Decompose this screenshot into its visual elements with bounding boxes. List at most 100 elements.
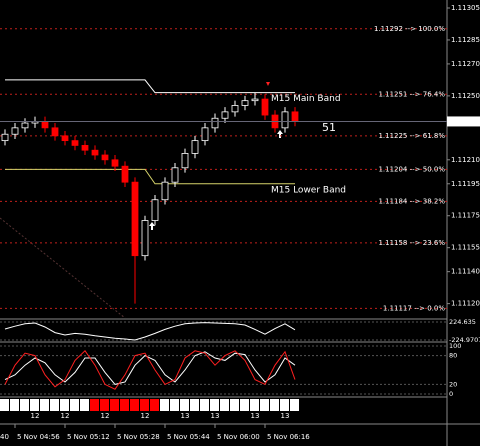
heat-cell [130, 399, 139, 411]
heat-label: 12 [31, 412, 40, 420]
candle-body [11, 127, 19, 135]
heat-label: 12 [101, 412, 110, 420]
heat-cell [10, 399, 19, 411]
indicator-tick-label: 224.635 [449, 318, 476, 326]
heat-cell [280, 399, 289, 411]
y-tick-label: 1.11155 [451, 244, 480, 252]
candle-body [281, 111, 289, 129]
indicator-tick-label: 0 [449, 390, 453, 398]
buy-arrow [277, 130, 283, 138]
candle-body [291, 111, 299, 122]
heat-cell [80, 399, 89, 411]
heat-cell [240, 399, 249, 411]
fib-label: 1.11117 --> 0.0% [383, 304, 445, 312]
candle-body [41, 121, 49, 129]
heat-cell [50, 399, 59, 411]
x-tick-label: 5 Nov 05:44 [167, 433, 210, 441]
y-tick-label: 1.11195 [451, 180, 480, 188]
y-tick-label: 1.11140 [451, 268, 480, 276]
heat-cell [140, 399, 149, 411]
heat-label: 13 [181, 412, 190, 420]
band-label: M15 Lower Band [271, 185, 346, 195]
heat-cell [230, 399, 239, 411]
heat-cell [40, 399, 49, 411]
candle-body [251, 98, 259, 102]
candle-body [141, 220, 149, 257]
x-tick-label: 5 Nov 06:16 [267, 433, 310, 441]
candle-body [81, 145, 89, 151]
heat-cell [110, 399, 119, 411]
heat-label: 13 [251, 412, 260, 420]
candle-body [111, 159, 119, 167]
heat-cell [210, 399, 219, 411]
candle-body [211, 117, 219, 129]
heat-cell [120, 399, 129, 411]
heat-cell [90, 399, 99, 411]
candle-body [231, 105, 239, 113]
indicator-line [4, 351, 296, 385]
heat-cell [150, 399, 159, 411]
heat-label: 13 [211, 412, 220, 420]
candle-body [71, 140, 79, 146]
candle-body [191, 140, 199, 154]
y-tick-label: 1.11120 [451, 300, 480, 308]
heat-cell [160, 399, 169, 411]
heat-cell [180, 399, 189, 411]
x-tick-label: 40 [0, 433, 9, 441]
candle-body [61, 135, 69, 142]
current-price-label: 1.11234 [450, 117, 479, 125]
candle-body [241, 100, 249, 106]
fib-label: 1.11158 --> 23.6% [378, 239, 445, 247]
candle-body [1, 133, 9, 142]
heat-cell [220, 399, 229, 411]
heat-cell [260, 399, 269, 411]
fib-label: 1.11225 --> 61.8% [378, 132, 445, 140]
candle-body [21, 122, 29, 129]
fib-label: 1.11292 --> 100.0% [374, 25, 445, 33]
candle-body [261, 98, 269, 116]
x-tick-label: 5 Nov 06:00 [217, 433, 260, 441]
current-price-box [447, 116, 480, 127]
trend-line [0, 217, 126, 319]
heat-cell [70, 399, 79, 411]
indicator-line [4, 350, 296, 390]
heat-cell [290, 399, 299, 411]
heat-cell [170, 399, 179, 411]
candle-body [91, 149, 99, 156]
heat-cell [100, 399, 109, 411]
y-tick-label: 1.11270 [451, 60, 480, 68]
candle-body [171, 167, 179, 183]
heat-cell [250, 399, 259, 411]
heat-cell [20, 399, 29, 411]
fib-label: 1.11204 --> 50.0% [378, 165, 445, 173]
band-label: M15 Main Band [271, 94, 341, 104]
indicator-tick-label: -224.9707 [449, 336, 480, 344]
y-tick-label: 1.11210 [451, 156, 480, 164]
band-line [5, 79, 295, 94]
x-tick-label: 5 Nov 05:28 [117, 433, 160, 441]
y-tick-label: 1.11305 [451, 4, 480, 12]
candle-body [221, 111, 229, 119]
indicator-tick-label: 80 [449, 352, 457, 360]
candle-body [201, 127, 209, 142]
heat-cell [270, 399, 279, 411]
heat-cell [30, 399, 39, 411]
buy-arrow [149, 222, 155, 230]
candle-body [161, 181, 169, 201]
band-line [5, 168, 295, 185]
heat-label: 12 [61, 412, 70, 420]
candle-body [51, 127, 59, 137]
heat-cell [0, 399, 9, 411]
heat-label: 12 [141, 412, 150, 420]
heat-label: 13 [281, 412, 290, 420]
candle-body [121, 165, 129, 183]
heat-cell [190, 399, 199, 411]
indicator-line [4, 322, 296, 341]
indicator-tick-label: 100 [449, 342, 461, 350]
y-tick-label: 1.11175 [451, 212, 480, 220]
x-tick-label: 5 Nov 05:12 [67, 433, 110, 441]
candle-body [101, 154, 109, 161]
sell-arrow [266, 82, 270, 86]
indicator-tick-label: 20 [449, 380, 457, 388]
